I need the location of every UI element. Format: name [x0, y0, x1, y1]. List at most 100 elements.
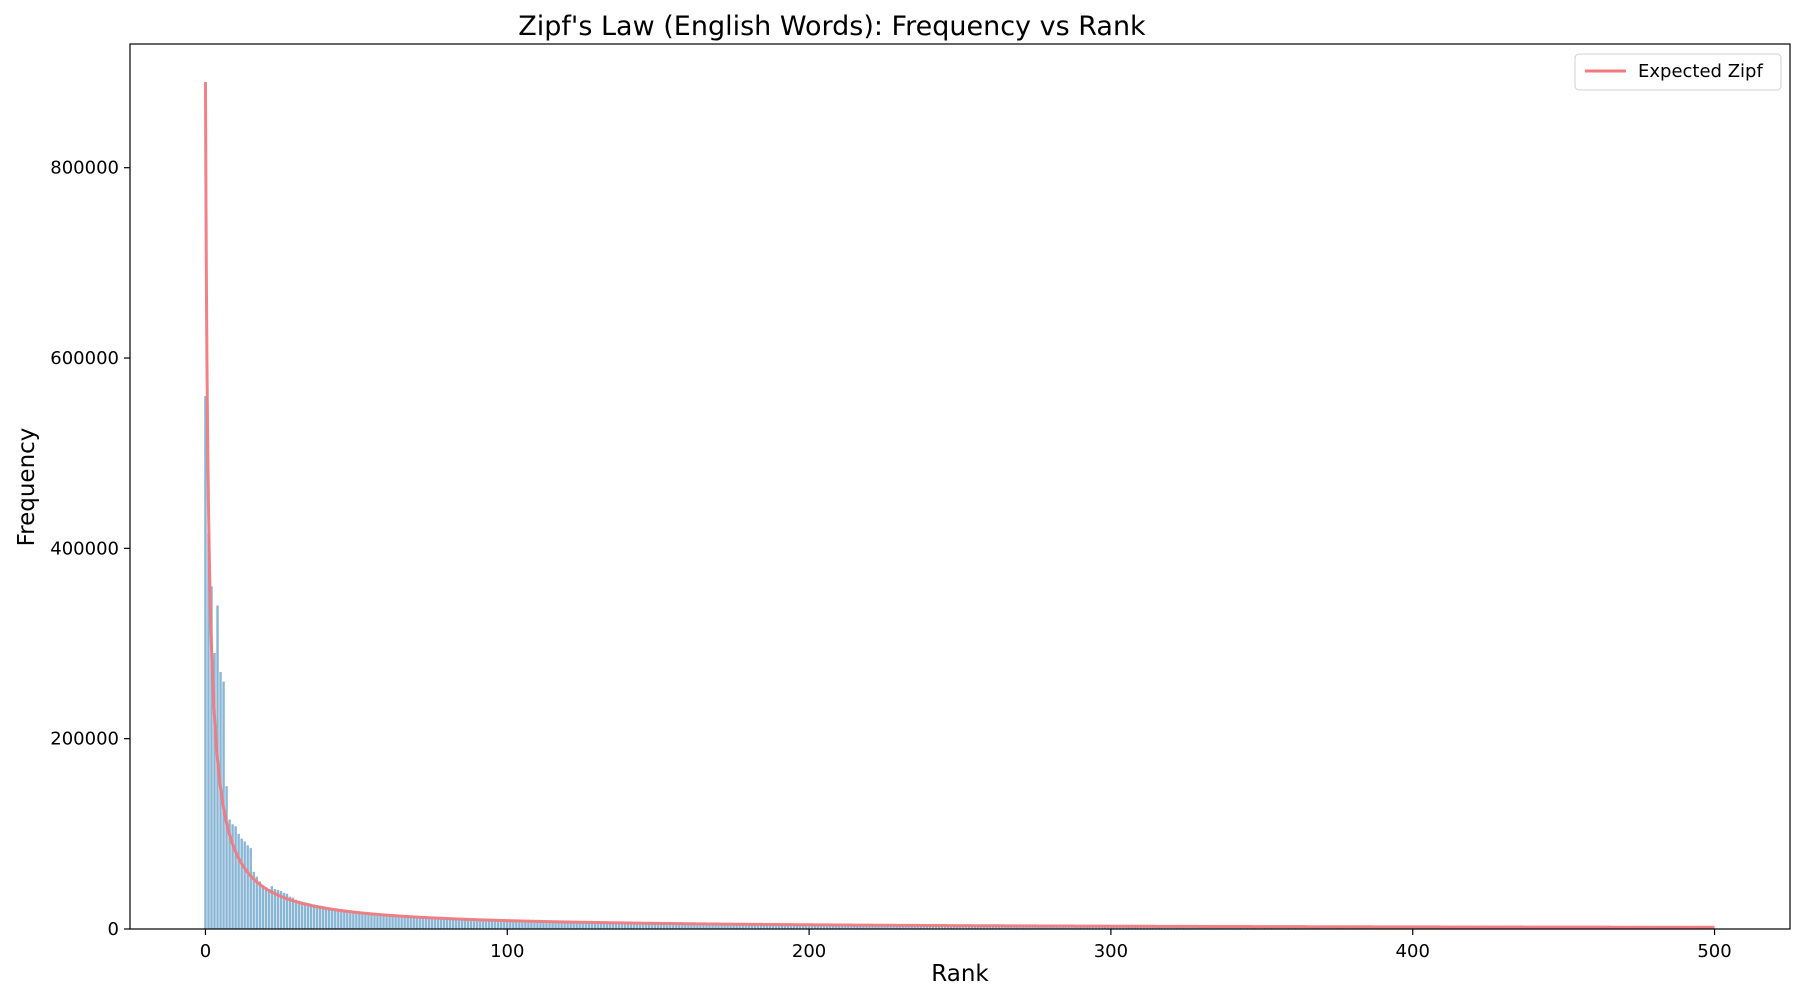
bar-rank-65	[400, 915, 403, 929]
bar-rank-16	[252, 871, 255, 929]
bar-rank-212	[844, 924, 847, 929]
bar-rank-146	[644, 922, 648, 929]
bar-rank-207	[829, 924, 832, 929]
bar-rank-221	[871, 924, 874, 929]
bar-rank-124	[578, 921, 581, 929]
bar-rank-218	[862, 924, 865, 929]
bar-rank-13	[243, 841, 246, 929]
chart-title: Zipf's Law (English Words): Frequency vs…	[518, 11, 1146, 42]
bar-rank-105	[521, 920, 524, 929]
bar-rank-109	[533, 920, 536, 929]
bar-rank-64	[397, 914, 400, 929]
bar-rank-10	[234, 826, 237, 929]
bar-rank-161	[690, 923, 693, 929]
x-axis-ticks: 0 100 200 300 400 500	[200, 929, 1732, 962]
y-tick-label-400000: 400000	[50, 538, 119, 559]
bar-rank-153	[666, 922, 669, 929]
bar-rank-1	[207, 534, 210, 929]
bar-rank-206	[825, 924, 829, 929]
bar-rank-154	[669, 922, 672, 929]
x-tick-label-300: 300	[1094, 941, 1128, 962]
bar-rank-189	[774, 924, 778, 929]
bar-rank-190	[777, 924, 781, 929]
bar-rank-223	[877, 924, 880, 929]
bar-rank-102	[512, 919, 515, 929]
bar-rank-214	[850, 924, 853, 929]
bar-rank-96	[493, 919, 497, 929]
bar-rank-31	[297, 900, 301, 929]
bar-rank-26	[282, 892, 286, 929]
bar-rank-200	[807, 924, 811, 929]
bar-rank-55	[370, 912, 373, 929]
bar-rank-42	[331, 907, 334, 929]
bar-rank-197	[798, 924, 802, 929]
bar-rank-150	[656, 922, 660, 929]
bar-rank-100	[506, 919, 509, 929]
bar-rank-172	[723, 923, 726, 929]
bar-rank-210	[838, 924, 841, 929]
bar-rank-148	[650, 922, 654, 929]
bar-rank-43	[334, 908, 337, 929]
legend-label-expected-zipf: Expected Zipf	[1638, 61, 1763, 82]
bar-rank-139	[623, 922, 627, 929]
bar-rank-117	[557, 921, 560, 929]
bar-rank-103	[515, 920, 518, 929]
bar-rank-246	[946, 925, 950, 929]
line-layer	[203, 82, 1715, 929]
bar-rank-245	[943, 925, 947, 929]
bar-rank-243	[937, 925, 941, 929]
bar-rank-61	[388, 914, 391, 929]
bar-rank-238	[922, 925, 925, 929]
bar-rank-38	[318, 905, 322, 929]
bar-rank-92	[481, 919, 485, 929]
bar-rank-158	[681, 923, 684, 929]
bar-rank-135	[611, 922, 615, 929]
bar-rank-127	[587, 921, 590, 929]
bar-rank-131	[599, 921, 603, 929]
bar-rank-156	[675, 923, 678, 929]
bar-rank-225	[883, 924, 886, 929]
bar-rank-219	[865, 924, 868, 929]
bar-rank-89	[472, 918, 476, 929]
bar-rank-231	[901, 924, 904, 929]
bar-rank-162	[693, 923, 696, 929]
bar-rank-147	[647, 922, 651, 929]
bar-rank-114	[548, 920, 551, 929]
bar-rank-121	[569, 921, 572, 929]
bar-rank-83	[454, 917, 458, 929]
bar-rank-113	[545, 920, 548, 929]
bar-rank-239	[925, 925, 928, 929]
bar-rank-30	[294, 899, 298, 929]
bar-rank-106	[524, 920, 527, 929]
bar-rank-199	[804, 924, 808, 929]
bar-rank-104	[518, 920, 521, 929]
bar-rank-215	[853, 924, 856, 929]
bar-rank-46	[343, 909, 346, 929]
bar-rank-85	[460, 918, 464, 929]
bar-rank-7	[225, 786, 228, 929]
bar-rank-21	[267, 889, 271, 929]
bar-rank-160	[687, 923, 690, 929]
bar-rank-70	[415, 916, 418, 929]
bar-rank-8	[228, 819, 231, 929]
bar-rank-137	[617, 922, 621, 929]
bar-rank-155	[672, 922, 675, 929]
x-tick-label-100: 100	[490, 941, 524, 962]
bar-rank-136	[614, 922, 618, 929]
x-axis-label: Rank	[931, 961, 989, 987]
bar-rank-166	[705, 923, 708, 929]
bar-rank-36	[312, 904, 316, 929]
bar-rank-56	[373, 912, 376, 929]
bar-rank-164	[699, 923, 702, 929]
bar-rank-167	[708, 923, 711, 929]
bar-rank-19	[261, 885, 264, 929]
bar-rank-120	[566, 921, 569, 929]
bar-rank-138	[620, 922, 624, 929]
bar-rank-111	[539, 920, 542, 929]
bar-rank-40	[324, 906, 328, 929]
bar-rank-217	[859, 924, 862, 929]
bar-rank-129	[593, 921, 596, 929]
bar-rank-228	[892, 924, 895, 929]
series-line-expected-zipf	[203, 82, 1715, 929]
bar-rank-77	[436, 917, 440, 929]
